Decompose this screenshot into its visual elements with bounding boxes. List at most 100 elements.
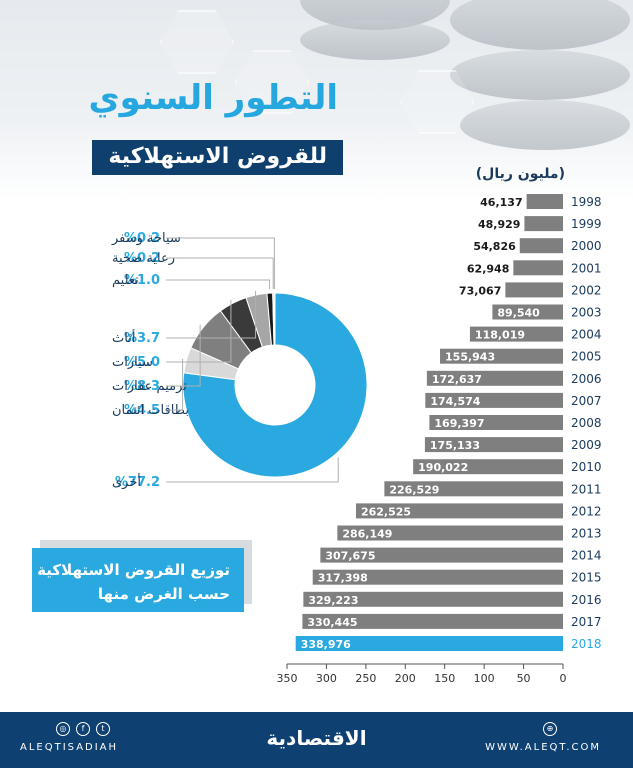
value-label-2014: 307,675 [325,550,375,563]
leader-line-7 [166,237,275,290]
legend-label-4: أثاث [112,329,135,346]
facebook-icon[interactable]: f [76,722,90,736]
year-label-2004: 2004 [571,328,602,342]
globe-icon[interactable]: ⊕ [543,722,557,736]
brand-logo: الاقتصادية [266,726,367,750]
value-label-2017: 330,445 [307,616,357,629]
leader-line-0 [166,457,339,483]
bar-2000 [519,238,563,254]
value-label-2012: 262,525 [361,505,411,518]
year-label-2015: 2015 [571,571,602,585]
social-handle[interactable]: ALEQTISADIAH [20,742,119,753]
leader-line-6 [166,257,274,290]
x-tick-label-250: 250 [355,672,376,685]
year-label-2014: 2014 [571,549,602,563]
page-title: التطور السنوي [88,78,338,118]
year-label-2010: 2010 [571,460,602,474]
value-label-2000: 54,826 [473,240,516,253]
bar-2005 [440,348,563,364]
value-label-2009: 175,133 [430,439,480,452]
year-label-2016: 2016 [571,593,602,607]
bar-2003 [492,304,563,320]
bar-2014 [320,547,563,563]
leader-line-5 [166,279,271,290]
donut-title-line2: حسب الغرض منها [97,585,230,603]
year-label-2008: 2008 [571,416,602,430]
x-tick-label-100: 100 [474,672,495,685]
x-tick-label-350: 350 [277,672,298,685]
value-label-2015: 317,398 [318,572,368,585]
bar-2011 [384,481,563,497]
header-background [0,0,633,200]
year-label-2002: 2002 [571,283,602,297]
leader-line-1 [166,358,184,411]
legend-label-3: سيارات [112,355,153,370]
year-label-2005: 2005 [571,350,602,364]
leader-line-2 [166,324,201,387]
bar-2013 [337,525,563,541]
year-label-2009: 2009 [571,438,602,452]
donut-title-line1: توزيع القروض الاستهلاكية [37,561,230,579]
twitter-icon[interactable]: t [96,722,110,736]
value-label-2006: 172,637 [432,373,482,386]
chart-canvas: 1998 46,137 1999 48,929 2000 54,826 2001 62,948… [111,194,602,685]
legend-label-6: رعاية صحية [112,251,175,266]
coin-stack-image [450,0,630,50]
value-label-2005: 155,943 [445,351,495,364]
year-label-1999: 1999 [571,217,602,231]
value-label-2002: 73,067 [459,284,501,297]
value-label-2016: 329,223 [308,594,358,607]
value-label-2013: 286,149 [342,528,392,541]
x-tick-label-150: 150 [434,672,455,685]
x-tick-label-300: 300 [316,672,337,685]
legend-value-2: %8.3 [124,379,160,394]
value-label-2001: 62,948 [467,262,509,275]
bar-2001 [513,260,563,276]
bar-2015 [312,569,563,585]
year-label-2012: 2012 [571,504,602,518]
legend-value-1: %4.5 [124,403,160,418]
bar-2009 [424,437,563,453]
donut-slice-7 [273,292,276,346]
legend-label-1: بطاقات ائتمان [112,403,189,418]
leader-line-3 [166,299,232,363]
bar-2002 [505,282,563,298]
year-label-2006: 2006 [571,372,602,386]
bar-2004 [469,326,563,342]
legend-value-6: %0.2 [124,251,160,266]
value-label-2018: 338,976 [301,638,351,651]
value-label-2007: 174,574 [430,395,480,408]
value-label-2003: 89,540 [497,307,540,320]
value-label-2004: 118,019 [475,329,525,342]
bar-2006 [426,370,563,386]
coin-stack-image [450,50,630,100]
value-label-1998: 46,137 [480,196,522,209]
legend-label-5: تعليم [112,273,139,288]
x-tick-label-0: 0 [560,672,567,685]
bar-2016 [303,591,563,607]
year-label-2011: 2011 [571,482,602,496]
leader-line-4 [166,290,257,339]
value-label-2010: 190,022 [418,461,468,474]
legend-value-3: %5.0 [124,355,160,370]
year-label-2013: 2013 [571,527,602,541]
year-label-2003: 2003 [571,306,602,320]
x-tick-label-50: 50 [517,672,531,685]
instagram-icon[interactable]: ◎ [56,722,70,736]
bar-1998 [526,194,563,209]
legend-value-7: %0.2 [124,231,160,246]
year-label-1998: 1998 [571,195,602,209]
year-label-2001: 2001 [571,261,602,275]
year-label-2000: 2000 [571,239,602,253]
legend-label-0: أخرى [112,473,141,490]
bar-2007 [425,392,563,408]
coin-stack-image [300,20,450,60]
bar-1999 [524,216,563,232]
donut-slice-0 [182,292,368,478]
legend-label-2: ترميم عقارات [112,379,187,394]
value-label-1999: 48,929 [478,218,520,231]
website-link[interactable]: WWW.ALEQT.COM [485,742,601,753]
footer: ◎ f t ALEQTISADIAH الاقتصادية ⊕ WWW.ALEQ… [0,712,633,768]
value-label-2008: 169,397 [434,417,484,430]
bar-2017 [302,613,563,629]
